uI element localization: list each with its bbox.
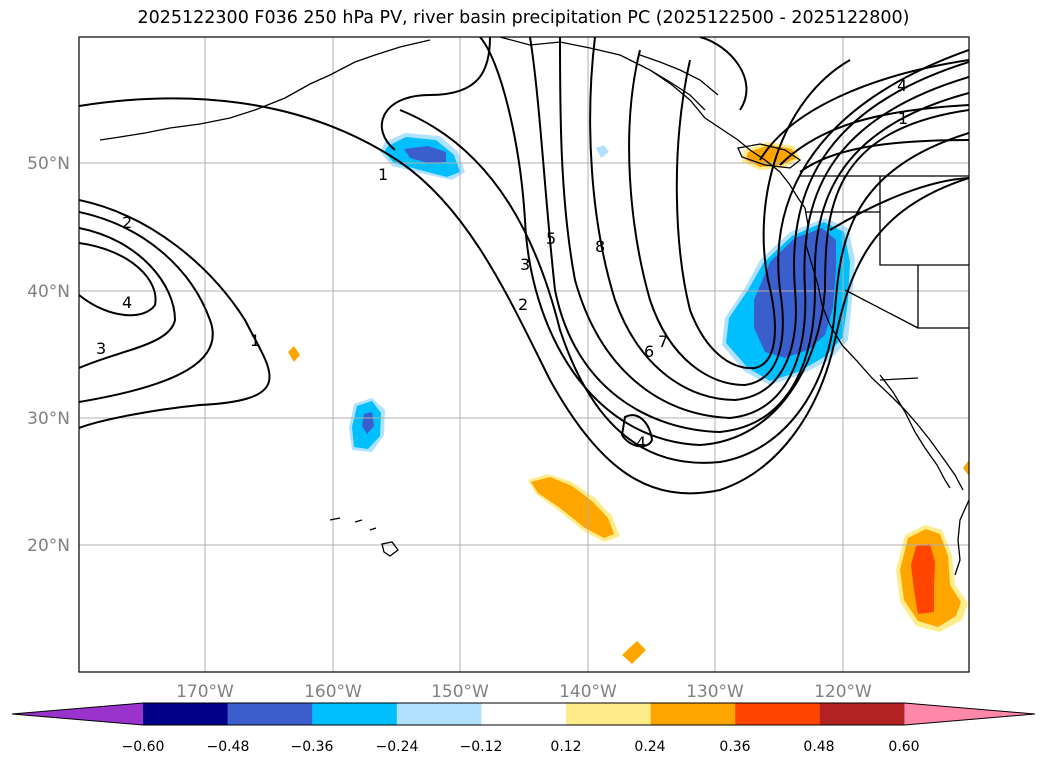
colorbar: −0.60 −0.48 −0.36 −0.24 −0.12 0.12 0.24 … [11,702,1036,755]
colorbar-segment [481,703,567,725]
colorbar-segment [396,703,482,725]
lon-label: 140°W [559,682,617,702]
pv-contour-2-north [399,109,969,464]
vancouver-island [737,143,802,169]
precip-pos-sub-mid [531,477,614,538]
pv-label-3-mid: 3 [520,255,530,274]
colorbar-segments [11,702,1036,726]
mexico-coast [954,499,969,576]
pv-contour-west-4 [79,242,157,317]
colorbar-tick-label: −0.48 [207,739,250,755]
pv-label-4-closed: 4 [636,433,646,452]
lat-label: 20°N [27,536,70,556]
colorbar-extend-low [12,703,143,725]
southeast-alaska-islands [639,54,719,111]
pv-contour-loop-upper [380,37,491,151]
pv-contour-6 [589,37,969,402]
pv-contour-4-closed [620,414,654,448]
lat-label: 30°N [27,409,70,429]
precip-pos-small-3 [963,460,969,476]
lon-label: 150°W [431,682,489,702]
lat-label: 40°N [27,282,70,302]
pv-label-1-right: 1 [898,109,908,128]
aleutian-chain [99,39,431,141]
pv-contour-bc-2 [779,104,969,166]
colorbar-tick-label: −0.36 [291,739,334,755]
precip-pos-small-1 [288,346,300,362]
colorbar-segment [566,703,652,725]
precip-pos-small-2 [622,641,646,664]
pv-contour-5 [559,37,969,420]
lon-label: 120°W [814,682,872,702]
pv-label-6: 6 [644,342,654,361]
state-border-3 [844,289,919,381]
pv-contours [79,37,969,495]
colorbar-outline [11,702,1036,726]
pv-contour-bc-3 [799,139,969,173]
state-border-1 [805,211,969,266]
pacific-nw-coast [804,207,964,491]
lon-label: 160°W [304,682,362,702]
pv-contour-3 [479,37,969,447]
colorbar-tick-label: 0.24 [634,739,665,755]
graticule [79,37,969,672]
colorbar-segment [312,703,398,725]
pv-label-1-left: 1 [250,331,260,350]
pv-contour-labels: 1 1 1 2 2 3 3 4 4 4 5 6 7 8 [96,76,908,452]
pv-contour-4 [529,37,969,434]
pv-label-7: 7 [658,332,668,351]
pv-label-1-mid: 1 [378,165,388,184]
pv-label-4-left: 4 [122,293,132,312]
hawaii-islands [329,517,399,557]
pv-contour-west-2 [79,211,214,403]
precip-pos-mx-dark [911,544,935,614]
colorbar-tick-label: −0.60 [122,739,165,755]
map-frame [78,36,970,673]
pv-contour-1-north [79,97,969,495]
pv-label-4-right: 4 [897,76,907,95]
latitude-labels: 50°N 40°N 30°N 20°N [27,154,70,556]
baja-california [879,374,951,489]
colorbar-segment [650,703,736,725]
pv-contour-east-1 [829,177,969,231]
precip-shading [288,133,969,664]
pv-label-5: 5 [546,229,556,248]
colorbar-tick-label: 0.12 [550,739,581,755]
precip-neg-small [596,145,609,158]
colorbar-tick-label: 0.60 [888,739,919,755]
pv-contour-west-1 [79,199,271,429]
pv-contour-8 [675,59,851,370]
colorbar-tick-label: −0.24 [376,739,419,755]
colorbar-segment [735,703,821,725]
colorbar-tick-label: 0.48 [803,739,834,755]
longitude-labels: 170°W 160°W 150°W 140°W 130°W 120°W [176,682,872,702]
coastlines [99,37,969,576]
map-background [79,37,969,672]
pv-contour-bc-1 [759,59,969,161]
pv-label-8: 8 [595,237,605,256]
lon-label: 130°W [686,682,744,702]
lat-label: 50°N [27,154,70,174]
pv-label-2-left: 2 [122,213,132,232]
colorbar-segment [819,703,905,725]
colorbar-tick-labels: −0.60 −0.48 −0.36 −0.24 −0.12 0.12 0.24 … [122,739,920,755]
lon-label: 170°W [176,682,234,702]
precip-neg-dark [404,146,446,163]
colorbar-segment [143,703,229,725]
colorbar-segment [227,703,313,725]
colorbar-tick-label: 0.36 [719,739,750,755]
map-title: 2025122300 F036 250 hPa PV, river basin … [137,8,910,28]
colorbar-extend-high [904,703,1035,725]
colorbar-tick-label: −0.12 [460,739,503,755]
pv-contour-arc-ne [699,37,748,111]
alaska-coast [499,37,806,209]
pv-label-2-mid: 2 [518,295,528,314]
pv-label-3-left: 3 [96,339,106,358]
pv-contour-west-3 [79,227,177,369]
